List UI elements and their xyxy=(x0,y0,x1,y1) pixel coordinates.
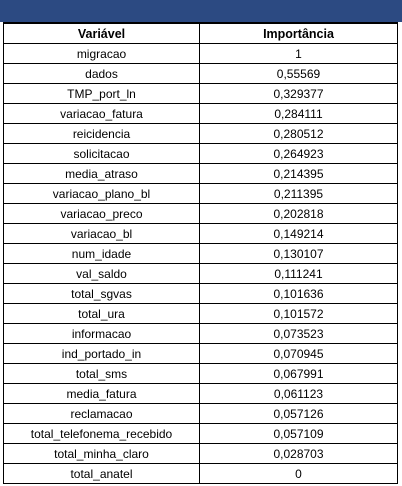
table-row: ind_portado_in 0,070945 xyxy=(3,343,398,364)
table-body: migracao 1 dados 0,55569 TMP_port_ln 0,329377… xyxy=(3,43,398,484)
cell-importance-value[interactable]: 0,130107 xyxy=(199,243,398,264)
table-row: reicidencia 0,280512 xyxy=(3,123,398,144)
cell-importance-value[interactable]: 0,101636 xyxy=(199,283,398,304)
cell-importance-value[interactable]: 0,028703 xyxy=(199,443,398,464)
cell-importance-value[interactable]: 0,280512 xyxy=(199,123,398,144)
cell-variable-name[interactable]: total_telefonema_recebido xyxy=(3,423,200,444)
cell-importance-value[interactable]: 0,284111 xyxy=(199,103,398,124)
cell-importance-value[interactable]: 0,55569 xyxy=(199,63,398,84)
cell-importance-value[interactable]: 0,111241 xyxy=(199,263,398,284)
cell-importance-value[interactable]: 0 xyxy=(199,463,398,484)
table-row: migracao 1 xyxy=(3,43,398,64)
cell-importance-value[interactable]: 0,070945 xyxy=(199,343,398,364)
table-row: dados 0,55569 xyxy=(3,63,398,84)
table-row: media_fatura 0,061123 xyxy=(3,383,398,404)
table-row: media_atraso 0,214395 xyxy=(3,163,398,184)
spreadsheet-title-bar xyxy=(0,0,402,22)
cell-variable-name[interactable]: total_anatel xyxy=(3,463,200,484)
importance-table: Variável Importância migracao 1 dados 0,555… xyxy=(3,22,398,484)
cell-variable-name[interactable]: solicitacao xyxy=(3,143,200,164)
cell-variable-name[interactable]: dados xyxy=(3,63,200,84)
table-row: variacao_bl 0,149214 xyxy=(3,223,398,244)
cell-importance-value[interactable]: 0,073523 xyxy=(199,323,398,344)
table-row: total_telefonema_recebido 0,057109 xyxy=(3,423,398,444)
table-row: reclamacao 0,057126 xyxy=(3,403,398,424)
table-row: total_ura 0,101572 xyxy=(3,303,398,324)
cell-variable-name[interactable]: total_ura xyxy=(3,303,200,324)
cell-importance-value[interactable]: 0,211395 xyxy=(199,183,398,204)
cell-variable-name[interactable]: informacao xyxy=(3,323,200,344)
table-row: val_saldo 0,111241 xyxy=(3,263,398,284)
table-row: num_idade 0,130107 xyxy=(3,243,398,264)
header-row: Variável Importância xyxy=(3,22,398,44)
cell-variable-name[interactable]: reclamacao xyxy=(3,403,200,424)
header-cell-variavel[interactable]: Variável xyxy=(3,22,200,44)
cell-importance-value[interactable]: 0,329377 xyxy=(199,83,398,104)
cell-importance-value[interactable]: 0,101572 xyxy=(199,303,398,324)
table-row: informacao 0,073523 xyxy=(3,323,398,344)
table-row: variacao_fatura 0,284111 xyxy=(3,103,398,124)
sheet-background xyxy=(0,484,402,486)
cell-variable-name[interactable]: reicidencia xyxy=(3,123,200,144)
cell-importance-value[interactable]: 0,057126 xyxy=(199,403,398,424)
importance-table-container: Variável Importância migracao 1 dados 0,555… xyxy=(3,22,398,484)
table-row: total_sgvas 0,101636 xyxy=(3,283,398,304)
cell-variable-name[interactable]: variacao_fatura xyxy=(3,103,200,124)
cell-variable-name[interactable]: num_idade xyxy=(3,243,200,264)
header-cell-importancia[interactable]: Importância xyxy=(199,22,398,44)
table-row: TMP_port_ln 0,329377 xyxy=(3,83,398,104)
cell-variable-name[interactable]: TMP_port_ln xyxy=(3,83,200,104)
cell-variable-name[interactable]: variacao_preco xyxy=(3,203,200,224)
cell-variable-name[interactable]: total_minha_claro xyxy=(3,443,200,464)
cell-variable-name[interactable]: variacao_plano_bl xyxy=(3,183,200,204)
cell-variable-name[interactable]: val_saldo xyxy=(3,263,200,284)
cell-variable-name[interactable]: total_sms xyxy=(3,363,200,384)
cell-importance-value[interactable]: 1 xyxy=(199,43,398,64)
table-row: variacao_plano_bl 0,211395 xyxy=(3,183,398,204)
cell-importance-value[interactable]: 0,067991 xyxy=(199,363,398,384)
cell-variable-name[interactable]: variacao_bl xyxy=(3,223,200,244)
table-row: total_minha_claro 0,028703 xyxy=(3,443,398,464)
cell-variable-name[interactable]: media_fatura xyxy=(3,383,200,404)
cell-importance-value[interactable]: 0,264923 xyxy=(199,143,398,164)
table-row: total_anatel 0 xyxy=(3,463,398,484)
table-row: solicitacao 0,264923 xyxy=(3,143,398,164)
cell-importance-value[interactable]: 0,214395 xyxy=(199,163,398,184)
cell-importance-value[interactable]: 0,057109 xyxy=(199,423,398,444)
cell-variable-name[interactable]: media_atraso xyxy=(3,163,200,184)
cell-variable-name[interactable]: ind_portado_in xyxy=(3,343,200,364)
cell-importance-value[interactable]: 0,149214 xyxy=(199,223,398,244)
table-row: variacao_preco 0,202818 xyxy=(3,203,398,224)
table-row: total_sms 0,067991 xyxy=(3,363,398,384)
cell-importance-value[interactable]: 0,202818 xyxy=(199,203,398,224)
cell-importance-value[interactable]: 0,061123 xyxy=(199,383,398,404)
cell-variable-name[interactable]: total_sgvas xyxy=(3,283,200,304)
cell-variable-name[interactable]: migracao xyxy=(3,43,200,64)
